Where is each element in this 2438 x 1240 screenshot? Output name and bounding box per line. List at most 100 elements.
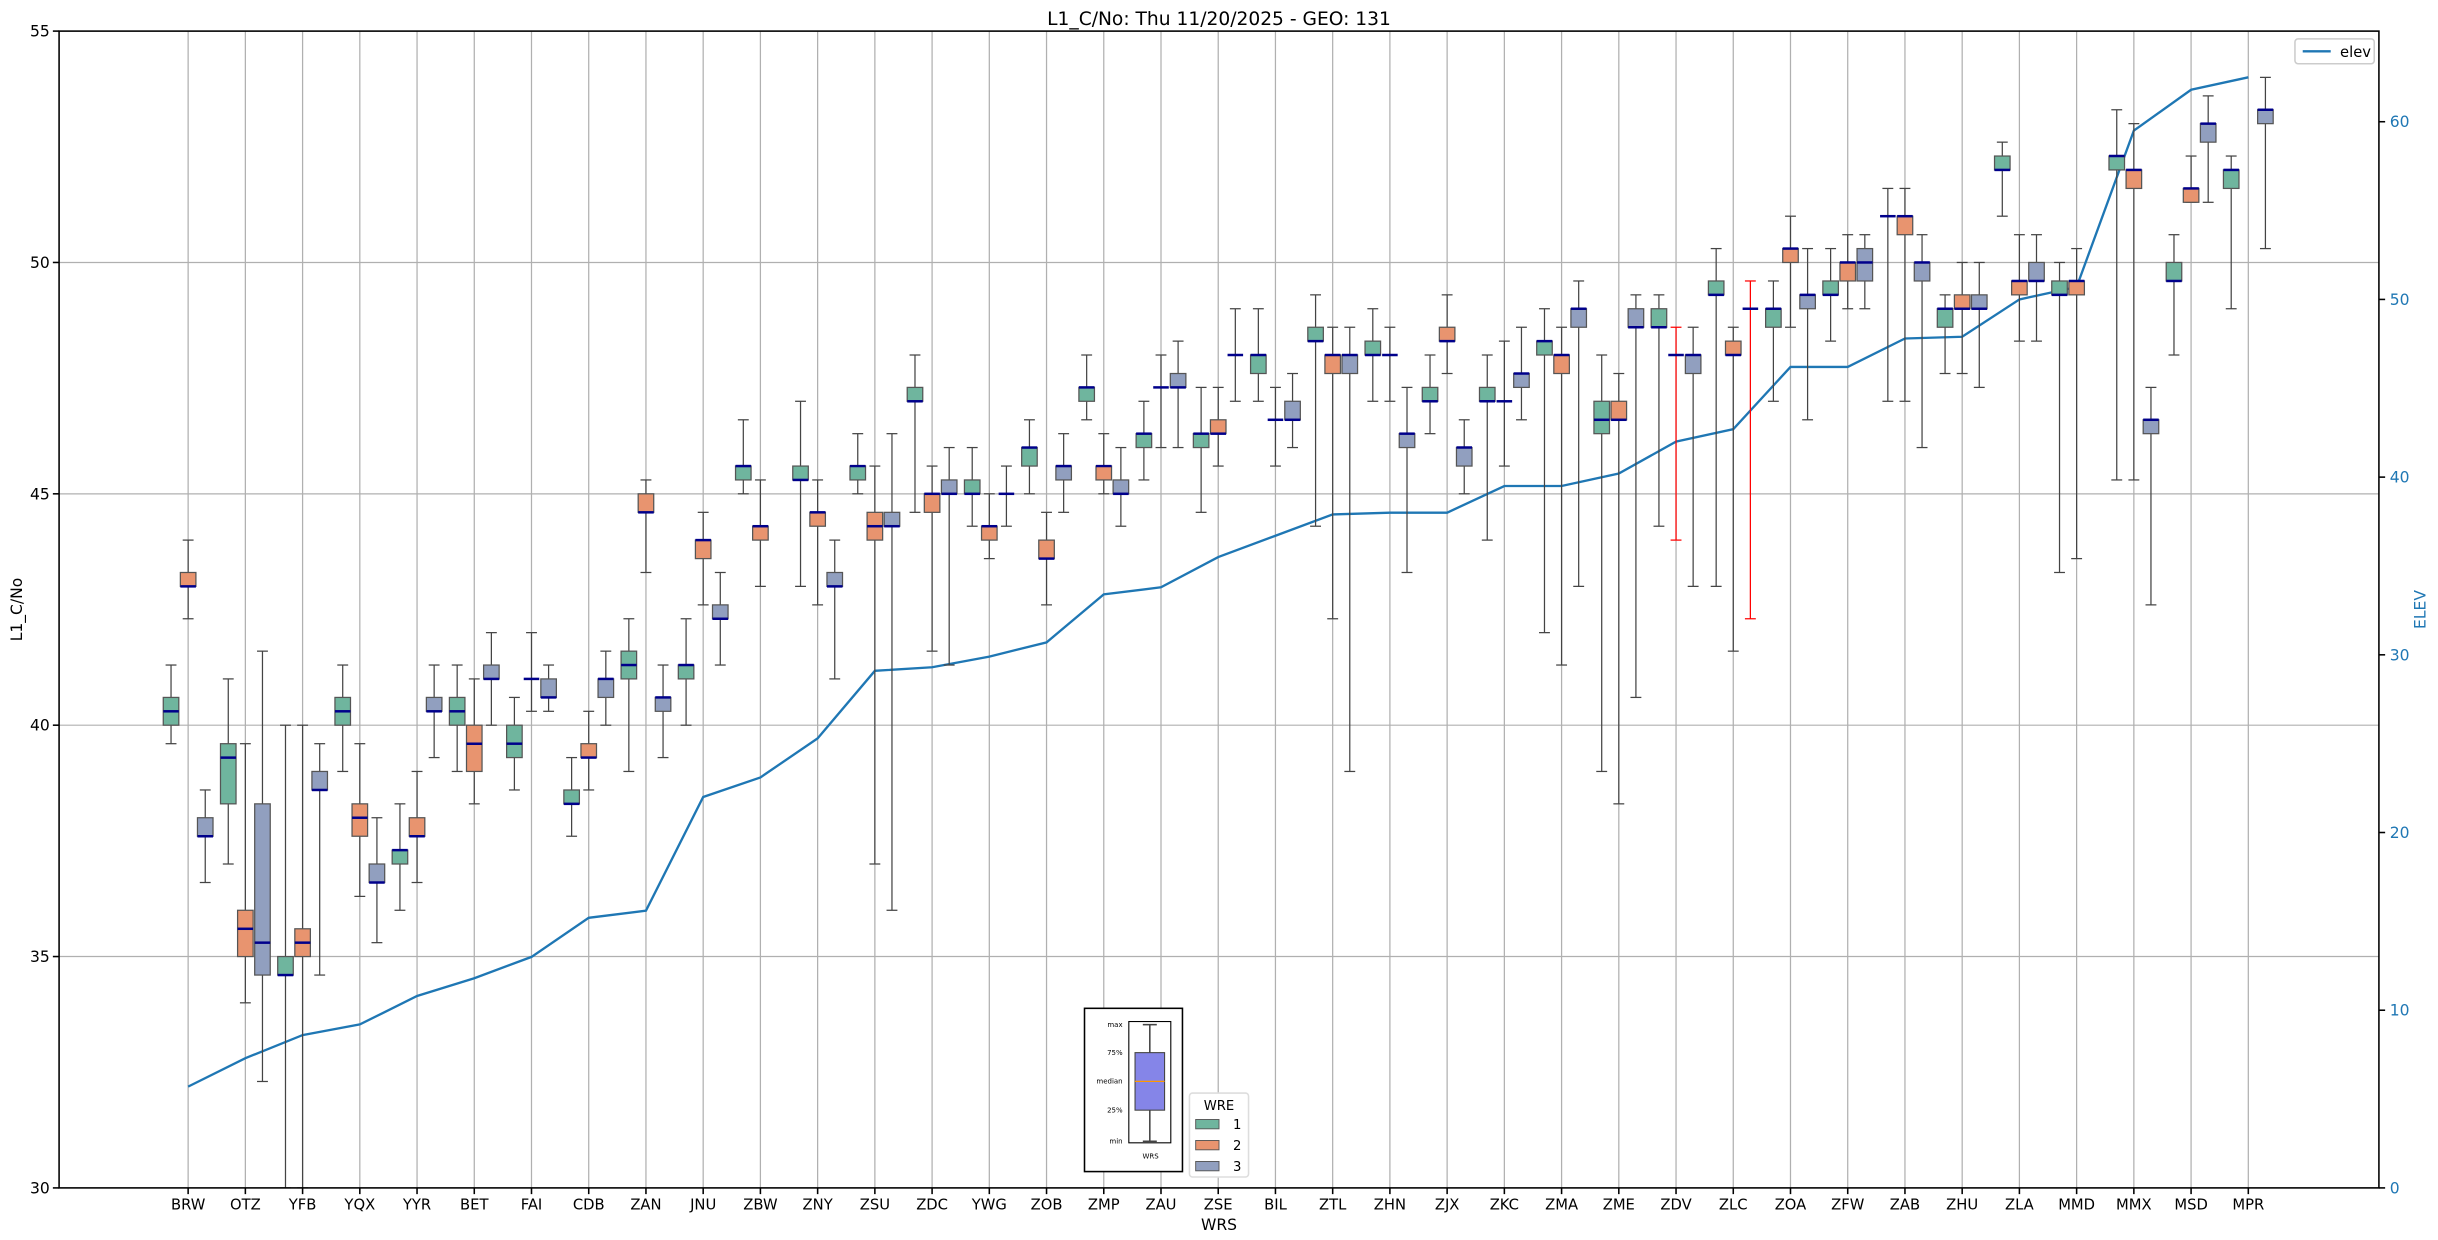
box-iqr: [2142, 419, 2160, 435]
box-iqr: [311, 770, 329, 791]
wre-legend-label: 1: [1233, 1118, 1241, 1133]
box-zhn-wre2: [1382, 326, 1398, 402]
x-tick-label-mmd: MMD: [2058, 1197, 2095, 1214]
box-zma-wre3: [1570, 280, 1588, 587]
box-cdb-wre3: [597, 650, 615, 726]
box-mpr-wre3: [2257, 76, 2274, 250]
box-otz-wre3: [254, 650, 271, 1083]
box-ztl-wre3: [1341, 326, 1359, 773]
box-iqr: [694, 539, 712, 560]
box-bil-wre2: [1267, 386, 1284, 467]
box-iqr: [391, 849, 409, 865]
box-zfw-wre1: [1822, 247, 1840, 342]
box-zlc-wre1: [1707, 247, 1725, 587]
box-zme-wre1: [1593, 354, 1611, 773]
y-axis-label: L1_C/No: [8, 578, 27, 642]
wre-legend-swatch: [1195, 1140, 1220, 1151]
box-zsu-wre1: [849, 433, 867, 495]
box-zhu-wre2: [1953, 261, 1971, 375]
box-zoa-wre2: [1782, 215, 1799, 328]
box-yfb-wre1: [277, 724, 294, 1189]
box-mmd-wre1: [2051, 261, 2068, 574]
box-bet-wre2: [465, 678, 483, 805]
box-otz-wre1: [219, 678, 237, 865]
x-tick-label-bil: BIL: [1264, 1197, 1287, 1214]
box-iqr: [980, 525, 998, 541]
elev-legend: elev: [2294, 38, 2376, 65]
box-zkc-wre2: [1496, 340, 1513, 467]
box-mmx-wre1: [2108, 109, 2126, 481]
box-zau-wre1: [1135, 400, 1153, 481]
box-iqr: [1055, 465, 1073, 481]
box-bil-wre3: [1284, 372, 1301, 449]
box-zsu-wre3: [883, 433, 901, 911]
key-label: 75%: [1107, 1049, 1123, 1057]
box-brw-wre1: [162, 664, 180, 745]
box-iqr: [1078, 386, 1096, 402]
wre-legend-swatch: [1195, 1161, 1220, 1172]
box-iqr: [1913, 261, 1931, 282]
box-msd-wre2: [2182, 155, 2200, 203]
key-label: min: [1109, 1138, 1122, 1146]
x-tick-label-zla: ZLA: [2005, 1197, 2034, 1214]
box-ztl-wre1: [1307, 294, 1324, 527]
box-iqr: [1021, 446, 1038, 467]
box-iqr: [637, 493, 655, 513]
box-iqr: [2165, 261, 2183, 282]
box-iqr: [734, 465, 752, 481]
wre-legend-swatch: [1195, 1119, 1220, 1130]
x-tick-label-zfw: ZFW: [1831, 1197, 1865, 1214]
box-zjx-wre2: [1438, 294, 1456, 375]
box-zlc-wre3: [1742, 280, 1759, 620]
box-zfw-wre3: [1856, 234, 1874, 310]
box-iqr: [1724, 340, 1742, 356]
box-iqr: [2011, 280, 2028, 296]
wre-legend-label: 3: [1233, 1160, 1241, 1175]
box-iqr: [1896, 215, 1914, 236]
box-iqr: [1421, 386, 1439, 402]
box-zhu-wre3: [1970, 261, 1988, 389]
x-tick-label-zjx: ZJX: [1435, 1197, 1460, 1214]
box-iqr: [2068, 280, 2086, 296]
box-iqr: [254, 803, 271, 976]
box-yqx-wre2: [351, 743, 369, 898]
box-zla-wre2: [2011, 234, 2028, 342]
box-zmp-wre3: [1112, 446, 1130, 527]
box-iqr: [752, 525, 769, 541]
box-series: [162, 76, 2274, 1189]
x-tick-label-mmx: MMX: [2116, 1197, 2152, 1214]
box-iqr: [1341, 354, 1359, 375]
axes: 30 35 40 45 50 55 0 10 20 30 40 50 60 BRW OTZ YFB YQX YYR…: [30, 23, 2410, 1214]
box-otz-wre2: [236, 743, 254, 1004]
box-iqr: [940, 479, 958, 495]
box-zdv-wre3: [1684, 326, 1702, 587]
box-iqr: [1478, 386, 1496, 402]
x-tick-label-cdb: CDB: [573, 1197, 605, 1214]
x-tick-label-zoa: ZOA: [1775, 1197, 1807, 1214]
box-fai-wre3: [540, 664, 557, 712]
box-zan-wre3: [654, 664, 672, 759]
box-iqr: [597, 678, 615, 699]
box-zbw-wre1: [734, 419, 752, 495]
box-zob-wre1: [1021, 419, 1038, 495]
box-iqr: [1324, 354, 1342, 375]
box-iqr: [1284, 400, 1301, 421]
box-zdv-wre2: [1668, 326, 1684, 541]
y2-tick-label: 30: [2390, 646, 2410, 664]
box-iqr: [1112, 479, 1130, 495]
box-key-inset: max 75% median 25% min WRS: [1083, 1007, 1184, 1173]
box-bil-wre1: [1249, 308, 1267, 402]
box-msd-wre3: [2199, 95, 2217, 203]
chart-title: L1_C/No: Thu 11/20/2025 - GEO: 131: [1047, 9, 1391, 30]
y2-tick-label: 60: [2390, 113, 2410, 131]
box-ywg-wre2: [980, 493, 998, 560]
box-iqr: [1856, 247, 1874, 282]
x-tick-label-ztl: ZTL: [1319, 1197, 1347, 1214]
box-iqr: [1970, 294, 1988, 310]
box-zma-wre2: [1553, 326, 1570, 666]
box-iqr: [1684, 354, 1702, 375]
box-iqr: [1513, 372, 1530, 389]
box-zhu-wre1: [1936, 294, 1954, 375]
box-iqr: [2182, 187, 2200, 203]
box-jnu-wre3: [711, 571, 729, 666]
